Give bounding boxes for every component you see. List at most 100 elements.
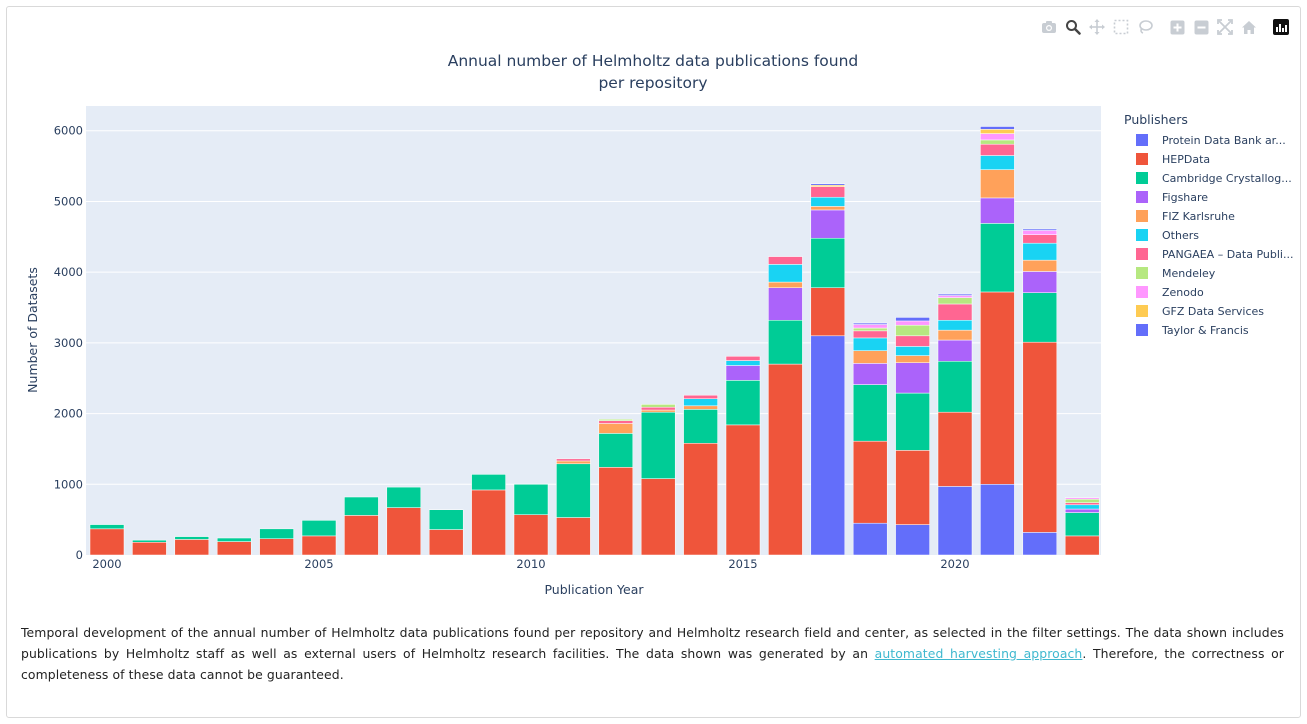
- bar-segment[interactable]: [513, 484, 549, 515]
- legend-item[interactable]: Taylor & Francis: [1136, 324, 1249, 337]
- bar-segment[interactable]: [640, 404, 676, 408]
- bar-segment[interactable]: [598, 420, 634, 424]
- bar-segment[interactable]: [895, 362, 930, 394]
- bar-segment[interactable]: [598, 418, 634, 421]
- bar-segment[interactable]: [980, 133, 1015, 141]
- legend-item[interactable]: Others: [1136, 229, 1199, 242]
- bar-segment[interactable]: [1064, 497, 1100, 500]
- bar-segment[interactable]: [980, 129, 1015, 134]
- bar-segment[interactable]: [1022, 230, 1058, 235]
- bar-segment[interactable]: [301, 520, 337, 537]
- bar-segment[interactable]: [640, 409, 676, 413]
- bar-segment[interactable]: [683, 398, 718, 407]
- bar-segment[interactable]: [1064, 498, 1100, 503]
- bar-segment[interactable]: [386, 507, 422, 556]
- bar-segment[interactable]: [895, 324, 930, 337]
- bar-segment[interactable]: [768, 281, 803, 288]
- bar-segment[interactable]: [768, 264, 803, 283]
- bar-segment[interactable]: [132, 542, 167, 556]
- bar-segment[interactable]: [852, 337, 888, 351]
- bar-segment[interactable]: [768, 319, 803, 365]
- bar-segment[interactable]: [598, 423, 634, 434]
- zoom-out-icon[interactable]: [1189, 16, 1213, 38]
- bar-segment[interactable]: [810, 196, 846, 207]
- bar-segment[interactable]: [852, 384, 888, 442]
- legend-item[interactable]: Mendeley: [1136, 267, 1216, 280]
- bar-segment[interactable]: [852, 363, 888, 385]
- bar-segment[interactable]: [980, 291, 1015, 485]
- bar-segment[interactable]: [174, 536, 210, 540]
- bar-segment[interactable]: [1022, 259, 1058, 272]
- plot-area[interactable]: [86, 106, 1101, 555]
- lasso-icon[interactable]: [1133, 16, 1157, 38]
- autoscale-icon[interactable]: [1213, 16, 1237, 38]
- bar-segment[interactable]: [1022, 292, 1058, 343]
- bar-segment[interactable]: [937, 486, 973, 556]
- bar-segment[interactable]: [895, 355, 930, 363]
- legend-item[interactable]: Cambridge Crystallog...: [1136, 172, 1292, 185]
- bar-segment[interactable]: [895, 317, 930, 322]
- bar-segment[interactable]: [640, 406, 676, 411]
- bar-segment[interactable]: [513, 514, 549, 556]
- bar-segment[interactable]: [937, 293, 973, 296]
- bar-segment[interactable]: [640, 478, 676, 556]
- bar-segment[interactable]: [895, 320, 930, 326]
- legend-item[interactable]: FIZ Karlsruhe: [1136, 210, 1235, 223]
- bar-segment[interactable]: [89, 524, 125, 530]
- bar-segment[interactable]: [683, 394, 718, 399]
- bar-segment[interactable]: [810, 183, 846, 186]
- bar-segment[interactable]: [598, 433, 634, 468]
- stacked-bar-chart[interactable]: Annual number of Helmholtz data publicat…: [0, 0, 1307, 610]
- bar-segment[interactable]: [725, 365, 761, 381]
- legend-item[interactable]: Protein Data Bank ar...: [1136, 134, 1286, 147]
- bar-segment[interactable]: [895, 335, 930, 347]
- legend-item[interactable]: Zenodo: [1136, 286, 1204, 299]
- bar-segment[interactable]: [980, 143, 1015, 156]
- legend-item[interactable]: GFZ Data Services: [1136, 305, 1264, 318]
- bar-segment[interactable]: [428, 529, 464, 556]
- legend[interactable]: Protein Data Bank ar... HEPData Cambridge …: [1136, 134, 1293, 337]
- bar-segment[interactable]: [598, 467, 634, 556]
- bar-segment[interactable]: [768, 287, 803, 321]
- bar-segment[interactable]: [1064, 504, 1100, 510]
- bar-segment[interactable]: [471, 474, 506, 491]
- bar-segment[interactable]: [428, 509, 464, 530]
- bar-segment[interactable]: [1022, 271, 1058, 293]
- bar-segment[interactable]: [937, 329, 973, 341]
- bar-segment[interactable]: [216, 537, 252, 542]
- bar-segment[interactable]: [556, 517, 591, 556]
- bar-segment[interactable]: [556, 458, 591, 462]
- bar-segment[interactable]: [852, 522, 888, 556]
- bar-segment[interactable]: [556, 460, 591, 465]
- bar-segment[interactable]: [344, 496, 379, 516]
- bar-segment[interactable]: [895, 346, 930, 356]
- bar-segment[interactable]: [937, 411, 973, 487]
- bar-segment[interactable]: [640, 411, 676, 479]
- bar-segment[interactable]: [980, 169, 1015, 199]
- bar-segment[interactable]: [810, 335, 846, 556]
- bar-segment[interactable]: [216, 541, 252, 556]
- camera-icon[interactable]: [1037, 16, 1061, 38]
- bar-segment[interactable]: [810, 186, 846, 198]
- legend-item[interactable]: Figshare: [1136, 191, 1208, 204]
- bar-segment[interactable]: [768, 363, 803, 556]
- bar-segment[interactable]: [471, 489, 506, 556]
- automated-harvesting-link[interactable]: automated harvesting approach: [874, 646, 1083, 661]
- bar-segment[interactable]: [852, 327, 888, 332]
- bar-segment[interactable]: [1022, 242, 1058, 261]
- bar-segment[interactable]: [937, 339, 973, 362]
- bar-segment[interactable]: [1022, 228, 1058, 231]
- bar-segment[interactable]: [259, 538, 294, 556]
- legend-item[interactable]: HEPData: [1136, 153, 1210, 166]
- bar-segment[interactable]: [1022, 234, 1058, 244]
- bar-segment[interactable]: [980, 155, 1015, 170]
- bar-segment[interactable]: [344, 515, 379, 556]
- bar-segment[interactable]: [259, 528, 294, 539]
- bar-segment[interactable]: [937, 303, 973, 321]
- bar-segment[interactable]: [852, 440, 888, 524]
- bar-segment[interactable]: [1022, 532, 1058, 556]
- bar-segment[interactable]: [683, 409, 718, 444]
- zoom-in-icon[interactable]: [1165, 16, 1189, 38]
- bar-segment[interactable]: [895, 392, 930, 451]
- bar-segment[interactable]: [937, 319, 973, 331]
